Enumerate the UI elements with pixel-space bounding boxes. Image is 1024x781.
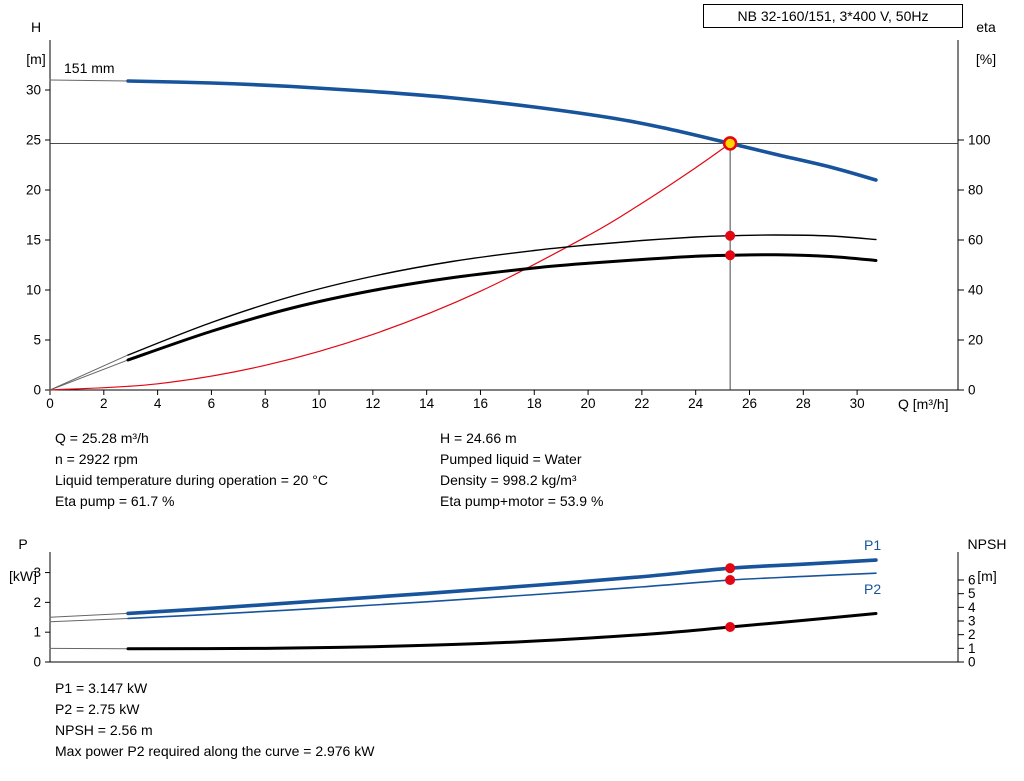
eta-pump-motor-point	[725, 250, 736, 261]
q-axis-title: Q [m³/h]	[898, 396, 949, 412]
info-eta-pump: Eta pump = 61.7 %	[55, 493, 175, 509]
system-curve	[49, 142, 731, 391]
y-left-tick-label: 2	[33, 595, 41, 610]
y-left-tick-label: 20	[26, 183, 41, 198]
y-left-tick-label: 30	[26, 83, 41, 98]
y-left-tick-label: 25	[26, 133, 41, 148]
y-right-tick-label: 2	[968, 627, 976, 642]
p1-curve	[126, 558, 878, 616]
head-curve-151mm	[126, 79, 878, 182]
p-axis-title: P [kW]	[0, 520, 46, 600]
x-tick-label: 26	[742, 396, 757, 411]
y-right-tick-label: 6	[968, 573, 976, 588]
eta-axis-name: eta	[976, 19, 996, 35]
eta-axis-title: eta [%]	[962, 3, 1010, 83]
npsh-curve	[126, 611, 878, 651]
x-tick-label: 18	[527, 396, 542, 411]
info-eta-pump-motor: Eta pump+motor = 53.9 %	[440, 493, 604, 509]
x-tick-label: 22	[634, 396, 649, 411]
npsh-axis-title: NPSH [m]	[956, 520, 1018, 600]
y-right-tick-label: 100	[968, 133, 991, 148]
head-curve-leader	[49, 79, 129, 82]
y-right-tick-label: 0	[968, 383, 976, 398]
x-tick-label: 6	[208, 396, 216, 411]
y-left-tick-label: 0	[33, 655, 41, 670]
duty-point[interactable]	[722, 136, 738, 151]
x-tick-label: 12	[365, 396, 380, 411]
h-axis-title: H [m]	[16, 3, 56, 83]
p-axis-unit: [kW]	[9, 568, 37, 584]
pump-title-box: NB 32-160/151, 3*400 V, 50Hz	[703, 4, 963, 28]
y-left-tick-label: 0	[33, 383, 41, 398]
x-tick-label: 10	[312, 396, 327, 411]
y-left-tick-label: 1	[33, 625, 41, 640]
p1-curve-label: P1	[864, 537, 882, 553]
info-speed: n = 2922 rpm	[55, 451, 138, 467]
x-tick-label: 24	[688, 396, 704, 411]
p2-point	[725, 575, 736, 586]
eta-pump-leader	[49, 354, 129, 391]
x-tick-label: 4	[154, 396, 162, 411]
x-tick-label: 2	[100, 396, 108, 411]
eta-pump-curve	[127, 234, 877, 356]
eta-axis-unit: [%]	[975, 51, 997, 67]
p-axis-name: P	[18, 536, 28, 552]
y-right-tick-label: 5	[968, 586, 976, 601]
x-tick-label: 30	[850, 396, 865, 411]
info-max-power: Max power P2 required along the curve = …	[55, 743, 375, 759]
x-tick-label: 14	[419, 396, 435, 411]
y-right-tick-label: 40	[968, 283, 983, 298]
eta-pump-point	[725, 230, 736, 241]
y-right-tick-label: 80	[968, 183, 983, 198]
npsh-point	[725, 622, 736, 633]
power-info-block: P1 = 3.147 kW P2 = 2.75 kW NPSH = 2.56 m…	[55, 678, 374, 762]
y-right-tick-label: 0	[968, 655, 976, 670]
eta-pump-motor-curve	[126, 253, 878, 362]
info-npsh: NPSH = 2.56 m	[55, 722, 153, 738]
h-axis-name: H	[30, 19, 42, 35]
npsh-axis-name: NPSH	[967, 536, 1007, 552]
eta-pump-motor-leader	[49, 359, 129, 391]
x-tick-label: 28	[796, 396, 811, 411]
p1-leader	[49, 612, 129, 618]
h-axis-unit: [m]	[26, 51, 46, 67]
info-p1: P1 = 3.147 kW	[55, 680, 148, 696]
x-tick-label: 8	[261, 396, 269, 411]
p2-curve	[127, 572, 877, 620]
y-right-tick-label: 20	[968, 333, 983, 348]
p1-point	[725, 563, 736, 574]
info-density: Density = 998.2 kg/m³	[440, 472, 577, 488]
npsh-axis-unit: [m]	[977, 568, 997, 584]
info-flow: Q = 25.28 m³/h	[55, 430, 149, 446]
y-left-tick-label: 5	[33, 333, 41, 348]
y-right-tick-label: 60	[968, 233, 983, 248]
p2-curve-label: P2	[864, 581, 882, 597]
info-head: H = 24.66 m	[440, 430, 517, 446]
top-chart-group: 0 2 4 6 8 10 12 14 16 18 20 22 24 26 28 300510152025300…	[26, 40, 991, 411]
y-left-tick-label: 3	[33, 565, 41, 580]
x-tick-label: 16	[473, 396, 488, 411]
duty-info-left: Q = 25.28 m³/h n = 2922 rpm Liquid tempe…	[55, 428, 328, 512]
x-tick-label: 0	[46, 396, 54, 411]
duty-info-right: H = 24.66 m Pumped liquid = Water Densit…	[440, 428, 603, 512]
y-right-tick-label: 4	[968, 600, 976, 615]
y-left-tick-label: 10	[26, 283, 41, 298]
p2-leader	[49, 617, 129, 623]
y-right-tick-label: 3	[968, 614, 976, 629]
y-right-tick-label: 1	[968, 641, 976, 656]
y-left-tick-label: 15	[26, 233, 41, 248]
info-liquid-temp: Liquid temperature during operation = 20…	[55, 472, 328, 488]
x-tick-label: 20	[581, 396, 596, 411]
info-p2: P2 = 2.75 kW	[55, 701, 140, 717]
info-pumped-liquid: Pumped liquid = Water	[440, 451, 582, 467]
impeller-size-label: 151 mm	[64, 60, 115, 76]
